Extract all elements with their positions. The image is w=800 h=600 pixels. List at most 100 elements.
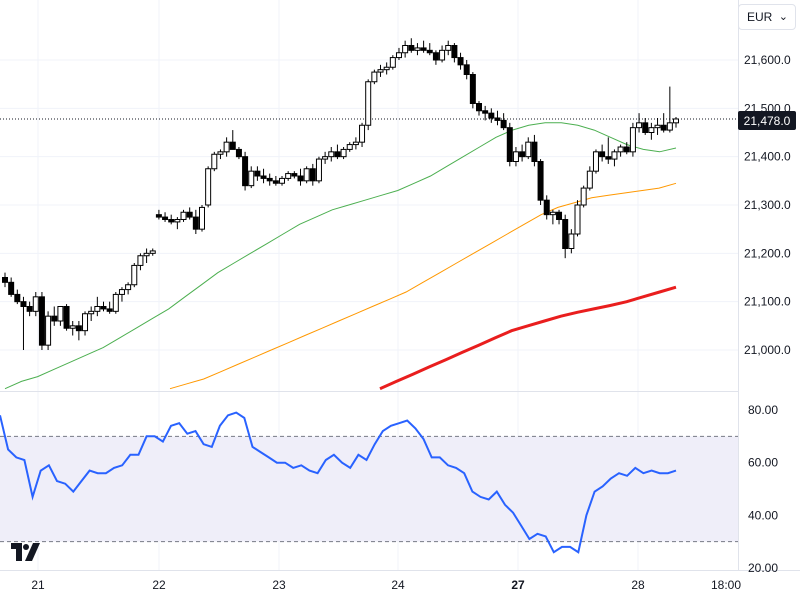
candle[interactable] (242, 151, 249, 191)
candle[interactable] (346, 142, 353, 152)
candle[interactable] (322, 151, 329, 164)
candle[interactable] (519, 144, 526, 162)
candle[interactable] (673, 117, 679, 128)
candle[interactable] (506, 122, 513, 167)
candle[interactable] (457, 52, 464, 70)
candle[interactable] (389, 55, 396, 70)
candle[interactable] (75, 321, 82, 341)
candle[interactable] (414, 43, 421, 56)
candle[interactable] (186, 207, 193, 220)
candle[interactable] (525, 137, 532, 160)
candle[interactable] (408, 38, 415, 53)
candle[interactable] (254, 166, 261, 181)
candle[interactable] (629, 122, 636, 157)
candle[interactable] (285, 171, 292, 181)
candle[interactable] (592, 149, 599, 174)
candle[interactable] (666, 86, 673, 133)
candle[interactable] (512, 147, 519, 167)
candle[interactable] (248, 166, 255, 189)
candle[interactable] (192, 209, 199, 234)
candle[interactable] (57, 306, 64, 326)
candle[interactable] (162, 212, 169, 222)
candle[interactable] (211, 151, 218, 172)
candle[interactable] (51, 306, 58, 326)
candle[interactable] (451, 43, 458, 63)
candle[interactable] (537, 159, 544, 205)
candle[interactable] (266, 173, 273, 186)
candle[interactable] (106, 301, 113, 314)
candle[interactable] (377, 64, 384, 77)
candle[interactable] (118, 287, 125, 302)
candle[interactable] (549, 209, 556, 225)
candle[interactable] (69, 321, 76, 336)
candle[interactable] (303, 166, 310, 184)
candle[interactable] (26, 301, 33, 317)
candle[interactable] (235, 147, 242, 160)
candle[interactable] (223, 137, 230, 157)
candle[interactable] (543, 195, 550, 220)
candle[interactable] (562, 214, 569, 259)
candle[interactable] (531, 134, 538, 167)
candle[interactable] (623, 142, 630, 155)
candle[interactable] (328, 147, 335, 162)
candle[interactable] (155, 209, 162, 220)
candle[interactable] (198, 205, 205, 232)
candle[interactable] (272, 176, 279, 186)
candle[interactable] (445, 40, 452, 56)
candle[interactable] (654, 118, 661, 135)
candle[interactable] (420, 40, 427, 53)
candle[interactable] (439, 45, 446, 63)
candle[interactable] (217, 149, 224, 160)
candle[interactable] (432, 50, 439, 65)
candle[interactable] (229, 130, 236, 150)
candle[interactable] (642, 118, 649, 135)
candle[interactable] (137, 253, 144, 271)
candle[interactable] (476, 101, 483, 116)
candle[interactable] (205, 166, 212, 208)
candle[interactable] (112, 292, 119, 314)
candle[interactable] (383, 62, 390, 75)
candle[interactable] (580, 185, 587, 208)
candle[interactable] (365, 79, 372, 131)
candle[interactable] (297, 168, 304, 186)
candle[interactable] (426, 43, 433, 56)
candle[interactable] (180, 209, 187, 222)
candle[interactable] (500, 113, 507, 131)
candle[interactable] (660, 113, 667, 133)
candle[interactable] (279, 176, 286, 186)
candle[interactable] (494, 110, 501, 126)
candle[interactable] (648, 122, 655, 140)
candle[interactable] (20, 296, 27, 350)
candles[interactable] (2, 38, 679, 350)
candle[interactable] (371, 69, 378, 85)
candle[interactable] (63, 304, 70, 331)
candle[interactable] (149, 248, 156, 256)
candle[interactable] (605, 137, 612, 164)
candle[interactable] (168, 214, 175, 225)
candle[interactable] (334, 144, 341, 160)
candle[interactable] (309, 163, 316, 186)
candle[interactable] (402, 40, 409, 58)
candle[interactable] (174, 217, 181, 230)
candle[interactable] (395, 47, 402, 60)
currency-select[interactable]: EUR ⌄ (738, 4, 796, 30)
candle[interactable] (340, 147, 347, 160)
candle[interactable] (463, 60, 470, 80)
candle[interactable] (574, 200, 581, 237)
candle[interactable] (38, 292, 45, 350)
candle[interactable] (100, 301, 107, 312)
candle[interactable] (143, 248, 150, 264)
candle[interactable] (636, 113, 643, 133)
tradingview-logo-icon[interactable] (11, 543, 43, 561)
candle[interactable] (359, 122, 366, 147)
candle[interactable] (568, 229, 575, 254)
candle[interactable] (482, 105, 489, 121)
candle[interactable] (88, 306, 95, 322)
candle[interactable] (611, 149, 618, 167)
candle[interactable] (260, 168, 267, 184)
candle[interactable] (556, 209, 563, 225)
candle[interactable] (469, 72, 476, 109)
candle[interactable] (352, 137, 359, 150)
candle[interactable] (617, 144, 624, 157)
